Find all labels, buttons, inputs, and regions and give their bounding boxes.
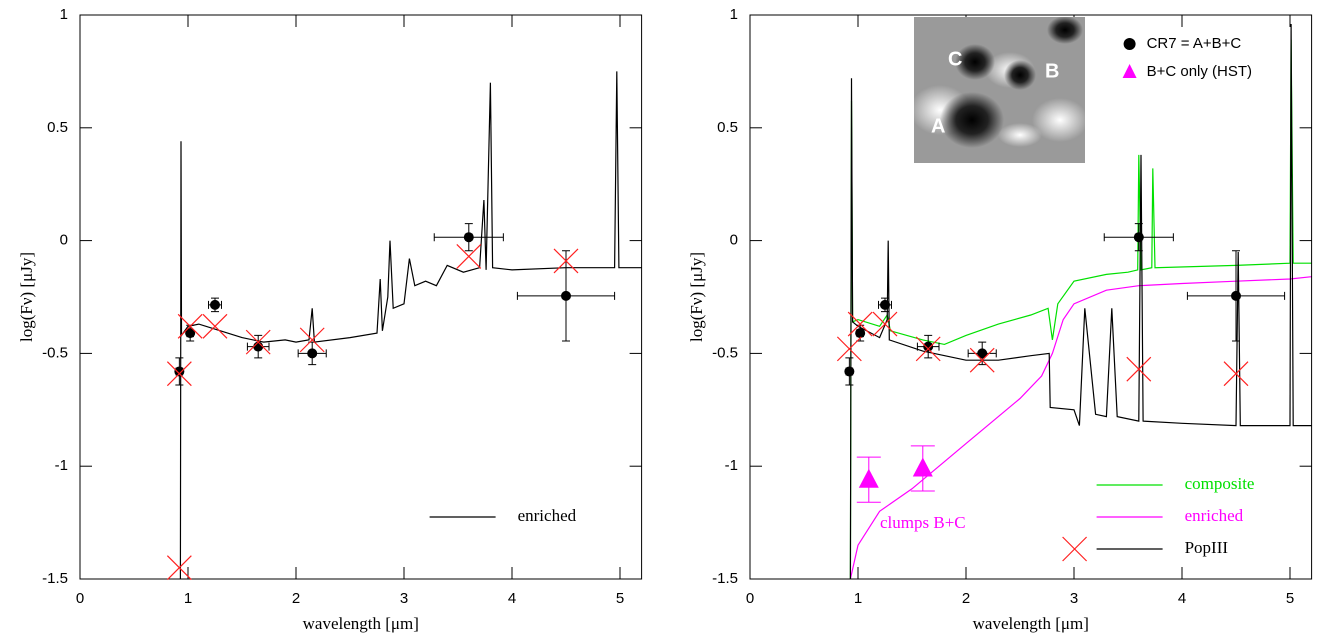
data-point <box>307 348 318 359</box>
data-point <box>253 341 264 352</box>
x-axis-label: wavelength [μm] <box>303 614 419 633</box>
x-tick-label: 3 <box>400 590 408 607</box>
model-point <box>202 313 228 339</box>
y-tick-label: 0.5 <box>717 119 738 136</box>
spectrum-line <box>849 276 1312 579</box>
y-tick-label: 0 <box>730 232 738 249</box>
legend-label: enriched <box>1185 506 1244 525</box>
model-point <box>969 347 995 373</box>
x-tick-label: 5 <box>1286 590 1294 607</box>
data-point <box>185 328 196 339</box>
plot-frame <box>79 14 643 580</box>
x-tick-label: 2 <box>962 590 970 607</box>
y-tick-label: 1 <box>60 6 68 23</box>
model-point <box>1126 356 1152 382</box>
y-tick-label: 0 <box>60 232 68 249</box>
x-tick-label: 5 <box>616 590 624 607</box>
x-axis-label: wavelength [μm] <box>973 614 1089 633</box>
y-tick-label: -1 <box>725 457 738 474</box>
y-tick-label: -0.5 <box>42 344 68 361</box>
inset-label: A <box>931 115 945 137</box>
y-tick-label: -1 <box>55 457 68 474</box>
legend-marker <box>1122 64 1137 78</box>
y-tick-label: -1.5 <box>42 570 68 587</box>
model-point <box>177 313 203 339</box>
spectrum-line <box>849 39 1312 579</box>
x-tick-label: 0 <box>746 590 754 607</box>
x-tick-label: 0 <box>76 590 84 607</box>
data-point <box>855 328 866 339</box>
model-point <box>836 336 862 362</box>
x-tick-label: 4 <box>1178 590 1186 607</box>
model-point <box>166 361 192 387</box>
x-tick-label: 2 <box>292 590 300 607</box>
inset-label: C <box>948 48 962 70</box>
data-point <box>880 299 890 310</box>
legend-marker <box>1123 38 1136 50</box>
model-point <box>915 336 941 362</box>
data-point <box>463 232 474 243</box>
triangle-point <box>858 468 879 488</box>
model-point <box>245 329 271 355</box>
y-axis-label: log(Fν) [μJy] <box>17 252 36 342</box>
model-point <box>1223 361 1249 387</box>
x-tick-label: 1 <box>854 590 862 607</box>
data-point <box>210 299 220 310</box>
legend-label: composite <box>1185 474 1255 493</box>
inset-label: B <box>1045 60 1059 82</box>
y-tick-label: -1.5 <box>712 570 738 587</box>
y-tick-label: -0.5 <box>712 344 738 361</box>
y-tick-label: 1 <box>730 6 738 23</box>
data-point <box>1133 232 1144 243</box>
x-tick-label: 3 <box>1070 590 1078 607</box>
model-point <box>299 327 325 353</box>
x-tick-label: 1 <box>184 590 192 607</box>
model-point <box>553 248 579 274</box>
model-point <box>456 243 482 269</box>
legend-label: CR7 = A+B+C <box>1147 35 1242 52</box>
inset-image: C B A <box>914 17 1085 163</box>
data-point <box>561 290 571 301</box>
x-tick-label: 4 <box>508 590 516 607</box>
plot-frame <box>749 14 1313 580</box>
annotation: clumps B+C <box>880 513 966 532</box>
legend-marker <box>1062 536 1088 562</box>
data-point <box>844 366 855 377</box>
data-point <box>977 348 988 359</box>
legend-label: B+C only (HST) <box>1147 63 1252 80</box>
y-tick-label: 0.5 <box>47 119 68 136</box>
spectrum-line <box>179 71 642 579</box>
data-point <box>923 341 934 352</box>
triangle-point <box>912 457 933 477</box>
legend-label: PopIII <box>1185 538 1229 557</box>
model-point <box>872 311 898 337</box>
model-point <box>166 555 192 581</box>
data-point <box>174 366 185 377</box>
data-point <box>1231 290 1241 301</box>
y-axis-label: log(Fν) [μJy] <box>687 252 706 342</box>
legend-label: enriched <box>518 506 577 525</box>
model-point <box>847 311 873 337</box>
